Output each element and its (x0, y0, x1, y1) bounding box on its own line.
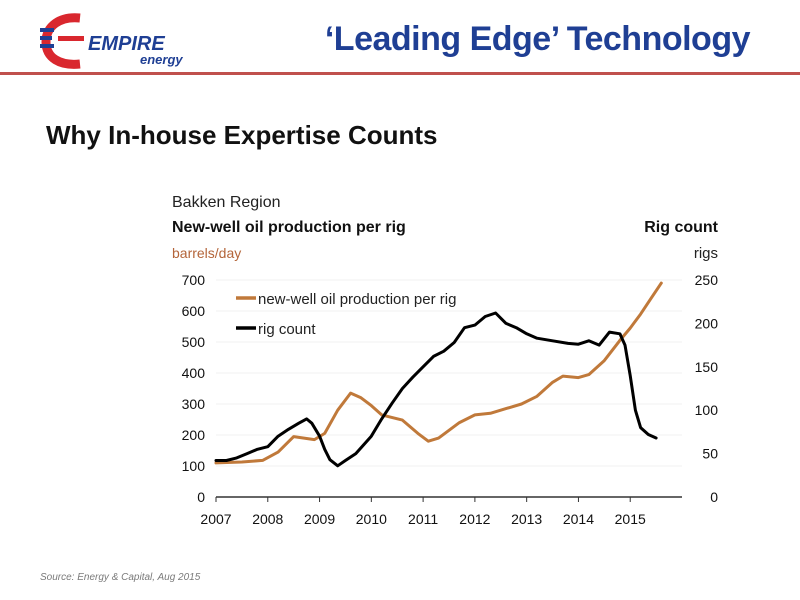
x-tick-label-5: 2012 (459, 511, 490, 527)
left-tick-label-7: 700 (182, 272, 206, 288)
left-tick-label-2: 200 (182, 427, 206, 443)
right-tick-label-1: 50 (702, 446, 718, 462)
x-tick-label-6: 2013 (511, 511, 542, 527)
x-tick-label-4: 2011 (408, 511, 438, 527)
x-tick-label-2: 2009 (304, 511, 335, 527)
right-axis-unit: rigs (694, 245, 718, 262)
x-axis-ticks: 2007 2008 2009 2010 2011 2012 2013 2014 2015 (200, 497, 646, 527)
right-tick-label-3: 150 (695, 359, 719, 375)
slide-subtitle: Why In-house Expertise Counts (46, 120, 438, 150)
x-tick-label-3: 2010 (356, 511, 387, 527)
right-tick-label-5: 250 (695, 272, 719, 288)
x-tick-label-8: 2015 (615, 511, 646, 527)
chart-title: New-well oil production per rig (172, 219, 406, 236)
left-tick-label-1: 100 (182, 458, 206, 474)
right-axis-ticks: 0 50 100 150 200 250 (695, 272, 719, 505)
logo-mark (40, 13, 84, 69)
series-line-rig-count (214, 311, 658, 468)
left-tick-label-5: 500 (182, 334, 206, 350)
gridlines (216, 279, 682, 467)
right-tick-label-2: 100 (695, 402, 719, 418)
left-axis-ticks: 0 100 200 300 400 500 600 700 (182, 272, 206, 505)
x-tick-label-7: 2014 (563, 511, 594, 527)
left-tick-label-3: 300 (182, 396, 206, 412)
title-divider (0, 72, 800, 75)
series-lines (214, 281, 663, 468)
left-tick-label-4: 400 (182, 365, 206, 381)
source-note: Source: Energy & Capital, Aug 2015 (40, 572, 201, 583)
right-tick-label-4: 200 (695, 315, 719, 331)
right-axis-title: Rig count (644, 219, 718, 236)
x-tick-label-1: 2008 (252, 511, 283, 527)
left-tick-label-6: 600 (182, 303, 206, 319)
empire-energy-logo: EMPIRE energy (40, 13, 183, 69)
chart-region-label: Bakken Region (172, 194, 281, 211)
left-tick-label-0: 0 (197, 489, 205, 505)
left-axis-unit: barrels/day (172, 245, 241, 261)
series-line-production (214, 281, 663, 465)
x-tick-label-0: 2007 (200, 511, 231, 527)
right-tick-label-0: 0 (710, 489, 718, 505)
logo-word-empire: EMPIRE (88, 33, 165, 55)
logo-word-energy: energy (140, 52, 183, 67)
legend-label-rigs: rig count (258, 321, 316, 338)
legend: new-well oil production per rig rig coun… (236, 291, 456, 338)
legend-label-production: new-well oil production per rig (258, 291, 456, 308)
slide-title: ‘Leading Edge’ Technology (324, 20, 751, 58)
